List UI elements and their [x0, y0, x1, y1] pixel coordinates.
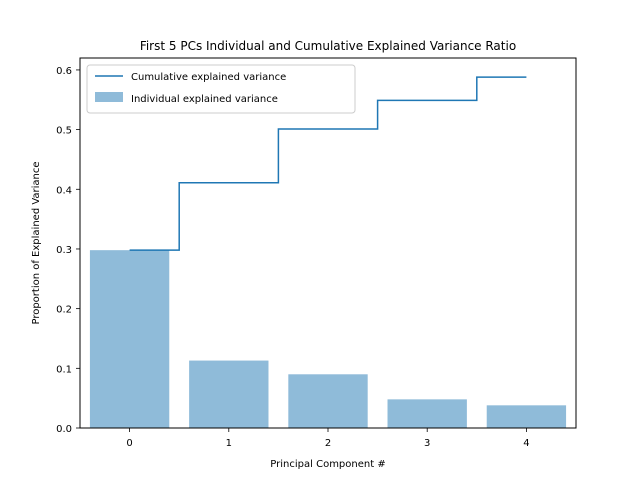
- y-tick-label: 0.4: [56, 185, 72, 196]
- legend-individual-label: Individual explained variance: [131, 94, 278, 105]
- y-axis-label: Proportion of Explained Variance: [31, 161, 42, 324]
- bar-pc-3: [387, 399, 467, 428]
- bar-pc-0: [89, 250, 170, 428]
- legend-bar-swatch: [95, 92, 123, 102]
- bar-pc-4: [486, 405, 567, 428]
- chart-title: First 5 PCs Individual and Cumulative Ex…: [140, 39, 516, 53]
- y-tick-label: 0.2: [56, 305, 72, 316]
- y-tick-label: 0.0: [56, 424, 72, 435]
- x-tick-label: 0: [126, 438, 132, 449]
- bar-pc-1: [189, 360, 269, 428]
- x-axis-label: Principal Component #: [270, 459, 385, 470]
- y-tick-label: 0.5: [56, 126, 72, 137]
- cumulative-step-line: [129, 76, 527, 251]
- x-tick-label: 4: [523, 438, 529, 449]
- legend-cumulative-label: Cumulative explained variance: [131, 72, 286, 83]
- y-axis-ticks: 0.0 0.1 0.2 0.3 0.4 0.5 0.6: [56, 66, 80, 435]
- x-axis-ticks: 0 1 2 3 4: [126, 428, 530, 449]
- plot-area: [89, 76, 567, 428]
- y-tick-label: 0.1: [56, 364, 72, 375]
- x-tick-label: 3: [424, 438, 430, 449]
- x-tick-label: 2: [325, 438, 331, 449]
- legend: Cumulative explained variance Individual…: [86, 64, 356, 114]
- x-tick-label: 1: [226, 438, 232, 449]
- y-tick-label: 0.6: [56, 66, 72, 77]
- legend-box: [86, 64, 356, 114]
- bar-pc-2: [288, 374, 368, 428]
- y-tick-label: 0.3: [56, 245, 72, 256]
